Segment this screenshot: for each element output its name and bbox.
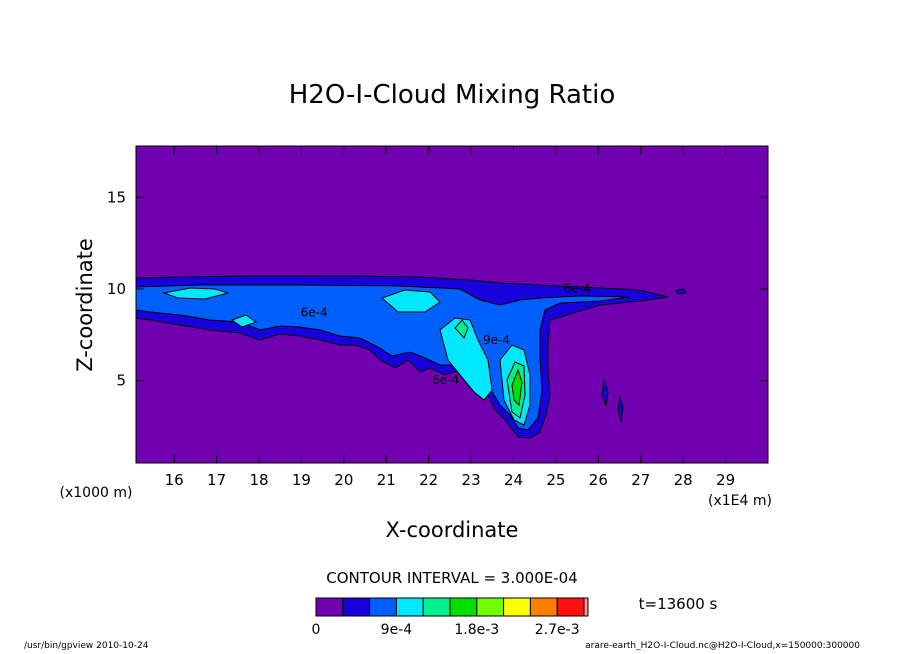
colorbar-tick-label: 2.7e-3 [535, 622, 580, 638]
y-tick-label: 15 [107, 188, 126, 206]
x-tick-label: 17 [207, 471, 226, 489]
x-tick-label: 18 [249, 471, 268, 489]
colorbar-cell [476, 597, 505, 617]
x-tick-label: 24 [504, 471, 523, 489]
contour-cell-a [601, 379, 609, 407]
colorbar-cell [342, 597, 371, 617]
x-tick-label: 27 [631, 471, 650, 489]
x-tick-label: 16 [165, 471, 184, 489]
contour-label: 9e-4 [483, 333, 510, 347]
footer-left: /usr/bin/gpview 2010-10-24 [24, 641, 149, 651]
colorbar [315, 597, 589, 617]
x-tick-label: 29 [716, 471, 735, 489]
colorbar-tick-label: 9e-4 [381, 622, 413, 638]
x-tick-label: 28 [674, 471, 693, 489]
colorbar-cell [529, 597, 558, 617]
contour-patch-9e-4-a [162, 287, 230, 300]
x-unit-right: (x1E4 m) [708, 493, 772, 509]
contour-cell-b [617, 395, 624, 423]
x-tick-label: 26 [589, 471, 608, 489]
x-unit-left: (x1000 m) [60, 485, 133, 501]
x-tick-label: 22 [419, 471, 438, 489]
x-tick-label: 19 [292, 471, 311, 489]
colorbar-cell [556, 597, 585, 617]
colorbar-ticks: 0 9e-4 1.8e-3 2.7e-3 [312, 622, 580, 638]
contour-core-1-2e-3 [454, 319, 469, 339]
y-tick-label: 10 [107, 280, 126, 298]
y-axis: 5 10 15 [107, 188, 768, 390]
cloud-contours [136, 275, 687, 439]
y-tick-label: 5 [116, 372, 126, 390]
x-axis-label: X-coordinate [386, 518, 519, 542]
contour-patch-9e-4-d [439, 317, 493, 401]
contour-cell-c [675, 288, 687, 295]
x-tick-label: 20 [334, 471, 353, 489]
time-label: t=13600 s [639, 595, 718, 613]
contour-label: 6e-4 [301, 305, 328, 319]
colorbar-cell [369, 597, 397, 617]
y-axis-label: Z-coordinate [73, 238, 97, 372]
colorbar-cell [449, 597, 478, 617]
contour-labels: 6e-4 6e-4 9e-4 6e-4 [301, 282, 591, 388]
footer-right: arare-earth_H2O-I-Cloud.nc@H2O-I-Cloud,x… [585, 641, 860, 651]
colorbar-cell [583, 597, 589, 617]
contour-patch-9e-4-c [230, 314, 258, 328]
x-tick-label: 21 [377, 471, 396, 489]
colorbar-tick-label: 1.8e-3 [454, 622, 499, 638]
contour-core-1-8e-3 [511, 368, 523, 407]
contour-patch-9e-4-b [381, 289, 441, 313]
chart-title: H2O-I-Cloud Mixing Ratio [289, 80, 616, 110]
contour-label: 6e-4 [432, 373, 459, 387]
colorbar-cell [503, 597, 531, 617]
contour-label: 6e-4 [564, 282, 591, 296]
x-tick-label: 25 [546, 471, 565, 489]
colorbar-cell [395, 597, 424, 617]
colorbar-cell [422, 597, 451, 617]
colorbar-cell [315, 597, 344, 617]
x-tick-label: 23 [462, 471, 481, 489]
contour-interval-label: CONTOUR INTERVAL = 3.000E-04 [326, 569, 577, 587]
plot-frame [135, 145, 769, 464]
colorbar-tick-label: 0 [312, 622, 321, 638]
x-axis: 16 17 18 19 20 21 22 23 24 25 26 27 28 29 [165, 146, 735, 489]
